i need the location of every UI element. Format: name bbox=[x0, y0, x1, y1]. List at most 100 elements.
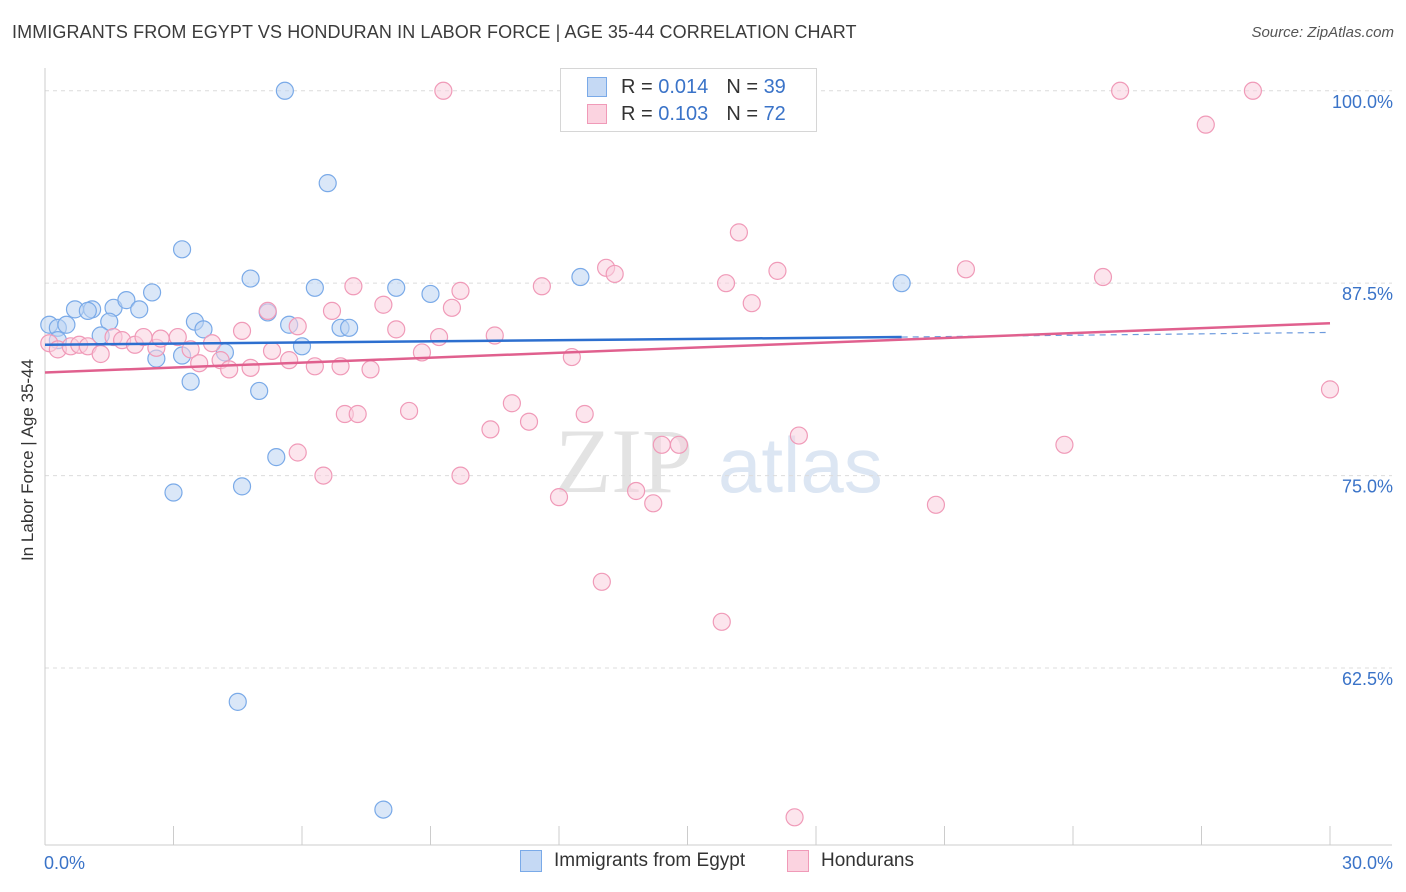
egypt-point bbox=[78, 301, 97, 320]
honduran-point bbox=[1320, 380, 1340, 399]
honduran-point bbox=[399, 401, 419, 421]
egypt-r-value: 0.014 bbox=[658, 75, 709, 98]
honduran-point bbox=[669, 435, 689, 454]
honduran-point bbox=[348, 404, 367, 424]
egypt-legend-label: Immigrants from Egypt bbox=[554, 850, 746, 871]
honduran-point bbox=[1093, 267, 1113, 287]
honduran-point bbox=[644, 494, 663, 513]
honduran-point bbox=[481, 420, 500, 439]
honduran-point bbox=[305, 357, 324, 376]
honduran-point bbox=[626, 481, 646, 501]
honduran-point bbox=[956, 260, 976, 279]
egypt-point bbox=[421, 284, 440, 304]
honduran-point bbox=[502, 394, 521, 413]
honduran-point bbox=[1055, 435, 1074, 454]
chart-title: IMMIGRANTS FROM EGYPT VS HONDURAN IN LAB… bbox=[12, 22, 857, 42]
x-tick-label: 30.0% bbox=[1342, 853, 1393, 873]
honduran-point bbox=[532, 277, 551, 296]
egypt-point bbox=[142, 283, 162, 302]
egypt-point bbox=[267, 448, 286, 467]
axes bbox=[44, 68, 1392, 846]
honduran-point bbox=[519, 412, 539, 431]
watermark-zip: ZIP bbox=[555, 410, 693, 512]
egypt-point bbox=[232, 477, 252, 496]
honduran-point bbox=[1111, 81, 1130, 100]
honduran-point bbox=[429, 327, 449, 347]
egypt-point bbox=[117, 291, 136, 310]
honduran-n-value: 72 bbox=[763, 102, 786, 125]
tick-labels: 62.5% 75.0% 87.5% 100.0% 0.0% 30.0% bbox=[44, 92, 1393, 873]
egypt-point bbox=[57, 315, 76, 334]
gridlines bbox=[45, 90, 1392, 669]
legend-row-egypt: R = 0.014 N = 39 bbox=[587, 74, 786, 100]
y-tick-label: 62.5% bbox=[1342, 669, 1393, 689]
y-tick-label: 75.0% bbox=[1342, 477, 1393, 497]
egypt-point bbox=[194, 320, 213, 339]
egypt-point bbox=[130, 300, 149, 319]
egypt-n-value: 39 bbox=[763, 75, 786, 98]
honduran-point bbox=[549, 488, 569, 507]
honduran-point bbox=[451, 466, 470, 485]
honduran-point bbox=[241, 358, 260, 377]
egypt-point bbox=[275, 81, 294, 100]
n-label: N = bbox=[726, 102, 758, 125]
legend-row-honduran: R = 0.103 N = 72 bbox=[587, 101, 786, 127]
legend-item-egypt: Immigrants from Egypt bbox=[520, 850, 745, 872]
n-label: N = bbox=[726, 75, 758, 98]
egypt-point bbox=[164, 483, 183, 502]
honduran-point bbox=[262, 341, 282, 361]
honduran-swatch bbox=[587, 104, 607, 124]
r-label: R = bbox=[621, 102, 653, 125]
honduran-point bbox=[729, 223, 749, 242]
honduran-point bbox=[344, 277, 363, 296]
honduran-point bbox=[451, 281, 470, 300]
honduran-point bbox=[1243, 81, 1263, 100]
honduran-point bbox=[789, 426, 808, 445]
data-points bbox=[40, 81, 1340, 827]
honduran-point bbox=[190, 354, 209, 373]
honduran-point bbox=[434, 81, 453, 100]
egypt-point bbox=[305, 278, 324, 297]
y-tick-label: 100.0% bbox=[1332, 92, 1393, 112]
honduran-point bbox=[288, 443, 307, 462]
honduran-point bbox=[575, 404, 594, 424]
honduran-point bbox=[768, 261, 787, 280]
egypt-point bbox=[318, 174, 337, 193]
correlation-legend: R = 0.014 N = 39 R = 0.103 N = 72 bbox=[560, 68, 817, 132]
honduran-point bbox=[322, 301, 342, 320]
source-credit: Source: ZipAtlas.com bbox=[1251, 24, 1394, 41]
egypt-point bbox=[241, 269, 260, 288]
honduran-point bbox=[258, 301, 277, 320]
egypt-point bbox=[250, 381, 269, 401]
honduran-point bbox=[314, 466, 333, 485]
honduran-point bbox=[785, 808, 804, 827]
trend-lines bbox=[44, 321, 1331, 374]
x-tick-label: 0.0% bbox=[44, 853, 85, 873]
egypt-point bbox=[374, 800, 393, 819]
honduran-point bbox=[181, 340, 200, 359]
honduran-point bbox=[361, 360, 380, 379]
honduran-point bbox=[232, 321, 252, 341]
honduran-point bbox=[374, 295, 393, 314]
egypt-point bbox=[292, 337, 312, 356]
honduran-point bbox=[716, 274, 736, 293]
honduran-point bbox=[91, 344, 110, 364]
egypt-legend-swatch bbox=[520, 850, 542, 872]
honduran-legend-swatch bbox=[787, 850, 809, 872]
honduran-r-value: 0.103 bbox=[658, 102, 709, 125]
r-label: R = bbox=[621, 75, 653, 98]
y-tick-label: 87.5% bbox=[1342, 284, 1393, 304]
honduran-trend-line bbox=[44, 321, 1331, 374]
honduran-point bbox=[742, 294, 761, 313]
egypt-point bbox=[340, 318, 359, 337]
honduran-point bbox=[220, 360, 239, 379]
watermark: ZIP atlas bbox=[555, 410, 883, 512]
honduran-point bbox=[712, 612, 731, 631]
egypt-point bbox=[571, 267, 590, 287]
egypt-point bbox=[228, 692, 247, 711]
egypt-trend-line bbox=[44, 335, 902, 347]
honduran-point bbox=[280, 351, 299, 370]
honduran-point bbox=[652, 435, 671, 454]
honduran-point bbox=[926, 495, 946, 514]
